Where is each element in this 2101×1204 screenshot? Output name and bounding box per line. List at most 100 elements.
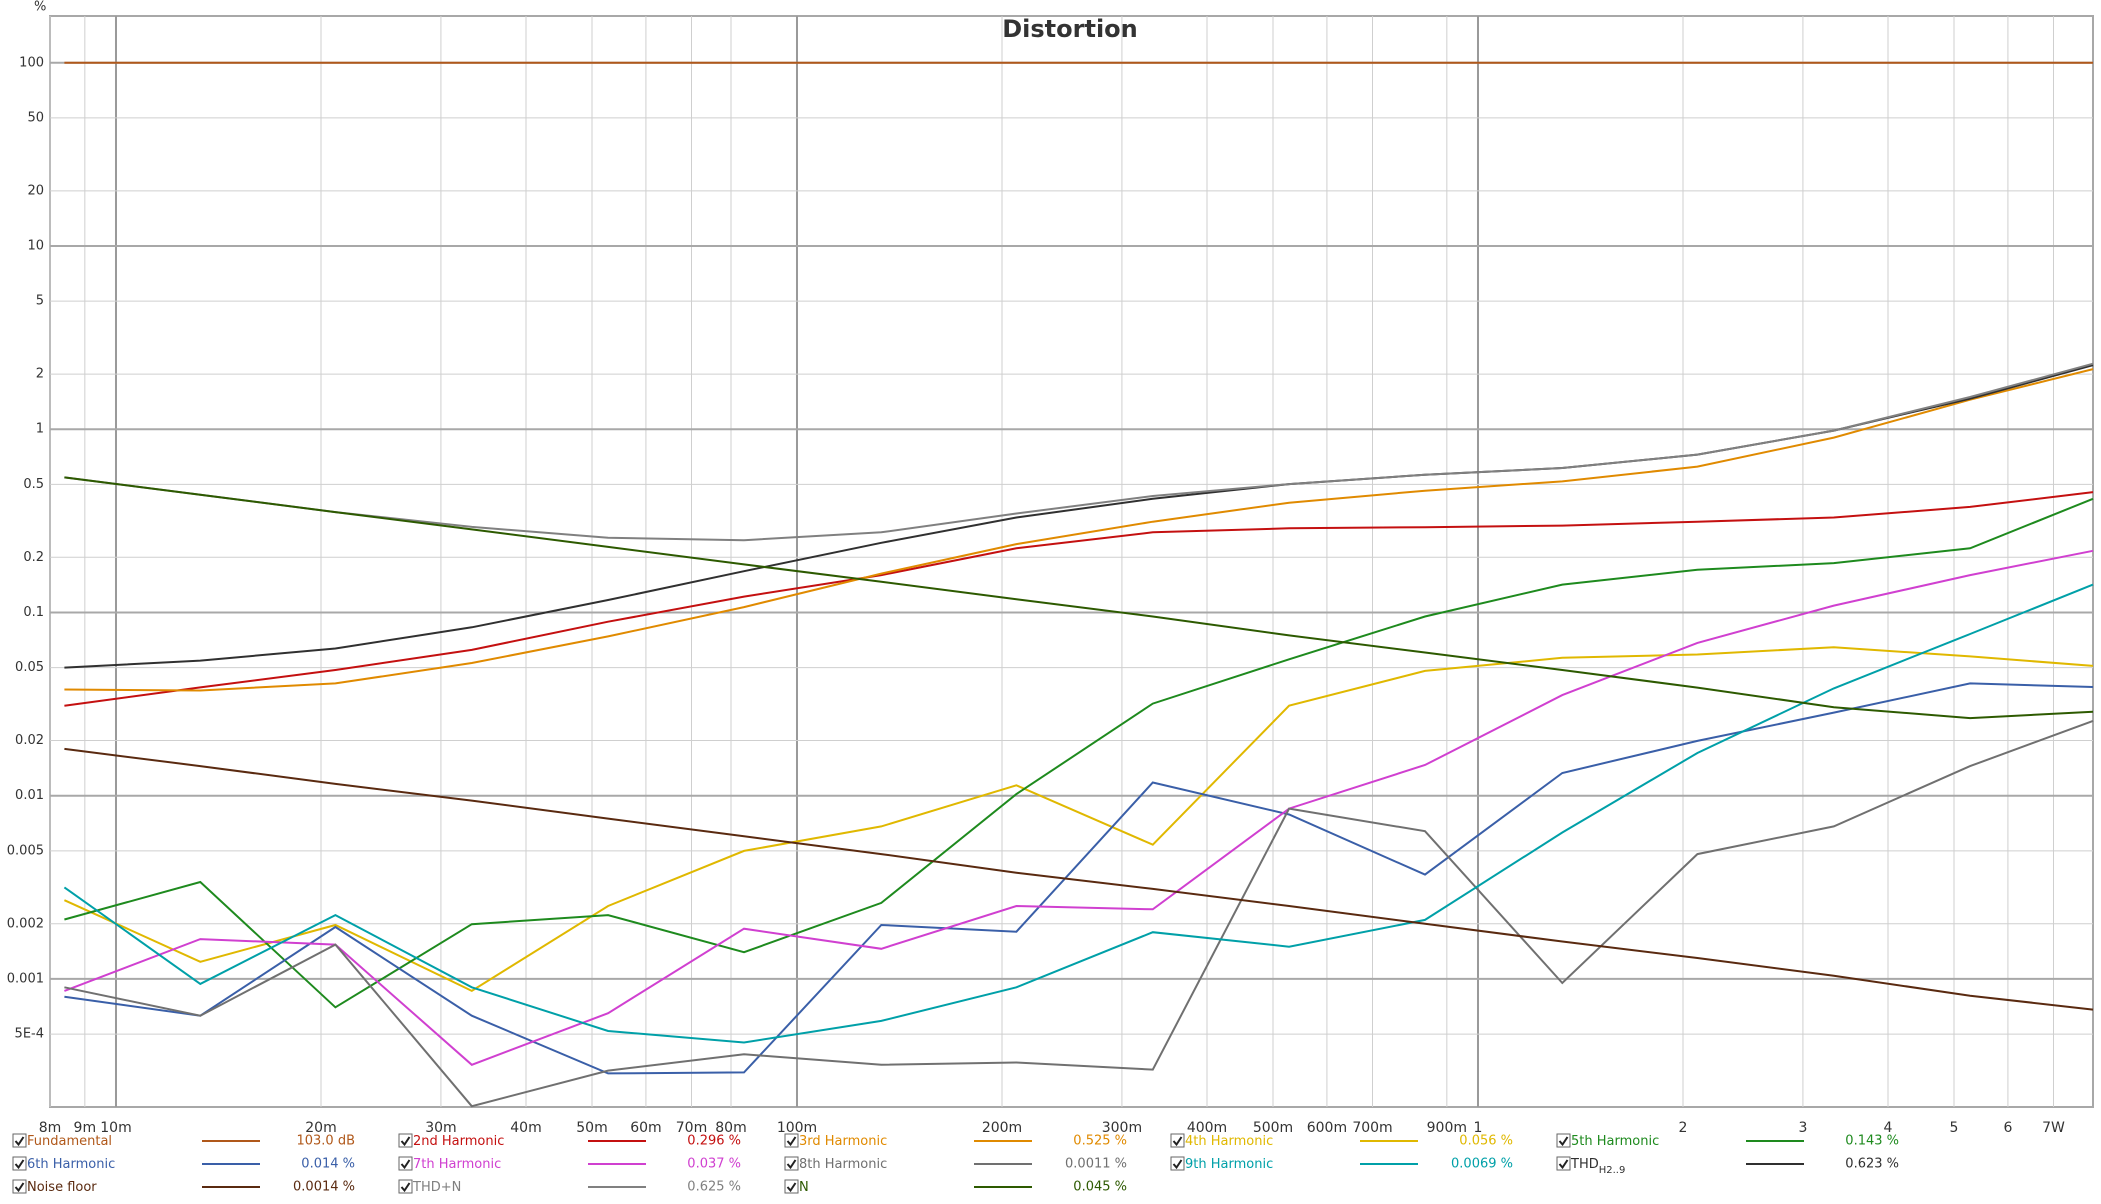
checkbox-check — [786, 1182, 797, 1193]
legend-label: THDH2..9 — [1570, 1157, 1625, 1176]
checkbox-box — [1556, 1133, 1571, 1148]
legend: Fundamental 103.0 dB 2nd Harmonic 0.296 % 3r… — [12, 1133, 1899, 1195]
legend-name: 2nd Harmonic — [413, 1134, 504, 1149]
checkbox-check — [14, 1136, 25, 1147]
legend-value: 0.296 % — [687, 1134, 741, 1149]
x-tick-label: 5 — [1950, 1120, 1959, 1136]
legend-label: 3rd Harmonic — [799, 1134, 887, 1149]
x-tick-label: 8m — [39, 1120, 62, 1136]
checkbox-box — [1556, 1156, 1571, 1171]
x-tick-label: 6 — [2003, 1120, 2012, 1136]
x-tick-label: 50m — [576, 1120, 607, 1136]
checkbox-check — [400, 1159, 411, 1170]
legend-value: 0.623 % — [1845, 1157, 1899, 1172]
legend-name: 9th Harmonic — [1185, 1157, 1273, 1172]
x-tick-label: 40m — [510, 1120, 541, 1136]
legend-label: N — [799, 1180, 809, 1195]
x-tick-label: 900m — [1427, 1120, 1467, 1136]
series-line — [63, 583, 2094, 1044]
checkbox-check — [1172, 1159, 1183, 1170]
series-line — [64, 497, 2094, 1009]
legend-value: 0.045 % — [1073, 1180, 1127, 1195]
x-tick-label: 600m — [1307, 1120, 1347, 1136]
x-tick-label: 80m — [715, 1120, 746, 1136]
x-tick-label: 200m — [982, 1120, 1022, 1136]
x-tick-label: 3 — [1798, 1120, 1807, 1136]
legend-checkbox[interactable] — [12, 1179, 27, 1194]
legend-name: 3rd Harmonic — [799, 1134, 887, 1149]
legend-name: 7th Harmonic — [413, 1157, 501, 1172]
legend-value: 0.056 % — [1459, 1134, 1513, 1149]
y-tick-label: 0.01 — [15, 788, 44, 803]
y-tick-label: 20 — [27, 183, 44, 198]
series-line — [64, 491, 2094, 707]
y-tick-label: 5 — [36, 294, 44, 309]
checkbox-box — [12, 1179, 27, 1194]
legend-checkbox[interactable] — [784, 1156, 799, 1171]
legend-checkbox[interactable] — [1556, 1133, 1571, 1148]
y-tick-label: 0.02 — [15, 733, 44, 748]
checkbox-box — [398, 1179, 413, 1194]
y-tick-label: 0.2 — [23, 550, 44, 565]
checkbox-check — [14, 1159, 25, 1170]
checkbox-box — [1170, 1156, 1185, 1171]
series-line — [64, 682, 2094, 1075]
legend-name: Fundamental — [27, 1134, 112, 1149]
x-tick-label: 7W — [2042, 1120, 2065, 1136]
legend-checkbox[interactable] — [1170, 1156, 1185, 1171]
legend-checkbox[interactable] — [12, 1156, 27, 1171]
checkbox-check — [14, 1182, 25, 1193]
legend-label: 9th Harmonic — [1185, 1157, 1273, 1172]
legend-value: 103.0 dB — [296, 1134, 355, 1149]
legend-name: 5th Harmonic — [1571, 1134, 1659, 1149]
x-tick-label: 4 — [1884, 1120, 1893, 1136]
legend-value: 0.014 % — [301, 1157, 355, 1172]
legend-label: 8th Harmonic — [799, 1157, 887, 1172]
y-tick-label: 100 — [19, 55, 44, 70]
checkbox-check — [400, 1182, 411, 1193]
checkbox-box — [398, 1156, 413, 1171]
legend-label: 6th Harmonic — [27, 1157, 115, 1172]
x-tick-label: 400m — [1187, 1120, 1227, 1136]
legend-checkbox[interactable] — [1556, 1156, 1571, 1171]
x-tick-label: 9m — [74, 1120, 97, 1136]
legend-checkbox[interactable] — [784, 1133, 799, 1148]
x-tick-label: 10m — [100, 1120, 131, 1136]
legend-name: 8th Harmonic — [799, 1157, 887, 1172]
legend-name: N — [799, 1180, 809, 1195]
checkbox-check — [1558, 1159, 1569, 1170]
legend-label: 2nd Harmonic — [413, 1134, 504, 1149]
legend-checkbox[interactable] — [398, 1156, 413, 1171]
legend-label: 5th Harmonic — [1571, 1134, 1659, 1149]
series-line — [64, 368, 2094, 692]
checkbox-check — [1172, 1136, 1183, 1147]
y-tick-label: 0.5 — [23, 477, 44, 492]
legend-name: THD+N — [412, 1180, 461, 1195]
y-tick-label: 0.001 — [7, 971, 44, 986]
legend-name-sub: H2..9 — [1599, 1165, 1626, 1176]
x-tick-label: 2 — [1679, 1120, 1688, 1136]
legend-value: 0.037 % — [687, 1157, 741, 1172]
legend-label: Noise floor — [27, 1180, 97, 1195]
legend-name: THD — [1570, 1157, 1599, 1172]
x-tick-label: 700m — [1352, 1120, 1392, 1136]
checkbox-check — [786, 1136, 797, 1147]
checkbox-check — [1558, 1136, 1569, 1147]
checkbox-box — [784, 1133, 799, 1148]
legend-value: 0.525 % — [1073, 1134, 1127, 1149]
x-tick-label: 100m — [777, 1120, 817, 1136]
legend-checkbox[interactable] — [784, 1179, 799, 1194]
series-line — [64, 549, 2094, 1066]
legend-name: 6th Harmonic — [27, 1157, 115, 1172]
legend-checkbox[interactable] — [12, 1133, 27, 1148]
axes: 8m 9m 10m 20m 30m 40m 50m 60m 70m 80m 100m 200m 300m… — [7, 55, 2065, 1136]
legend-checkbox[interactable] — [1170, 1133, 1185, 1148]
y-tick-label: 10 — [27, 239, 44, 254]
checkbox-box — [12, 1156, 27, 1171]
legend-checkbox[interactable] — [398, 1133, 413, 1148]
y-tick-label: 0.005 — [7, 843, 44, 858]
legend-label: THD+N — [412, 1180, 461, 1195]
y-tick-label: 2 — [36, 367, 44, 382]
legend-checkbox[interactable] — [398, 1179, 413, 1194]
